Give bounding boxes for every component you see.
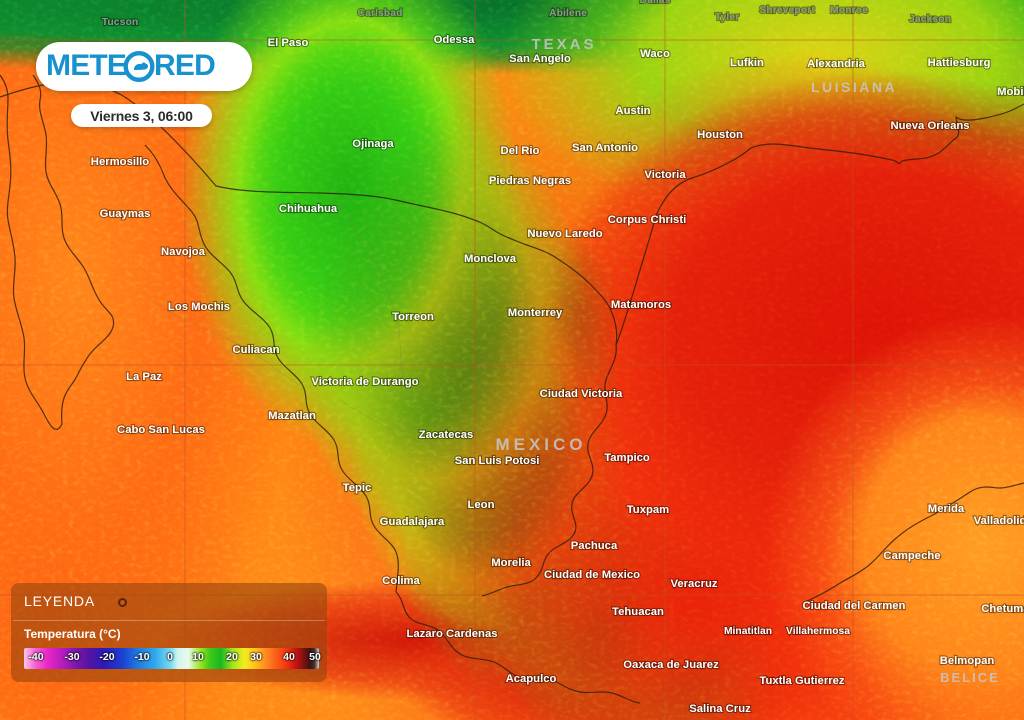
svg-text:Monclova: Monclova bbox=[464, 253, 517, 265]
svg-text:Tampico: Tampico bbox=[604, 452, 650, 464]
svg-text:Odessa: Odessa bbox=[434, 34, 476, 46]
svg-text:San Angelo: San Angelo bbox=[509, 53, 571, 65]
svg-text:Piedras Negras: Piedras Negras bbox=[489, 175, 571, 187]
svg-text:Ciudad Victoria: Ciudad Victoria bbox=[540, 388, 623, 400]
svg-text:Alexandria: Alexandria bbox=[807, 58, 865, 70]
svg-text:Carlsbad: Carlsbad bbox=[358, 7, 403, 19]
svg-text:Nueva Orleans: Nueva Orleans bbox=[890, 120, 969, 132]
svg-text:Shreveport: Shreveport bbox=[759, 4, 815, 16]
svg-text:Nuevo Laredo: Nuevo Laredo bbox=[527, 228, 602, 240]
svg-text:Corpus Christi: Corpus Christi bbox=[608, 214, 686, 226]
svg-text:Del Rio: Del Rio bbox=[501, 145, 540, 157]
svg-text:Villahermosa: Villahermosa bbox=[786, 626, 850, 637]
svg-text:Merida: Merida bbox=[928, 503, 965, 515]
svg-text:Tehuacan: Tehuacan bbox=[612, 606, 664, 618]
svg-text:Culiacan: Culiacan bbox=[232, 344, 279, 356]
svg-text:Tuxtla Gutierrez: Tuxtla Gutierrez bbox=[759, 675, 845, 687]
svg-text:Leon: Leon bbox=[468, 499, 495, 511]
svg-text:Monroe: Monroe bbox=[830, 4, 868, 16]
svg-text:Los Mochis: Los Mochis bbox=[168, 301, 230, 313]
svg-text:Cabo San Lucas: Cabo San Lucas bbox=[117, 424, 205, 436]
svg-text:Acapulco: Acapulco bbox=[506, 673, 557, 685]
svg-text:Guadalajara: Guadalajara bbox=[380, 516, 445, 528]
svg-text:Oaxaca de Juarez: Oaxaca de Juarez bbox=[623, 659, 719, 671]
svg-text:Monterrey: Monterrey bbox=[508, 307, 563, 319]
svg-text:Ciudad del Carmen: Ciudad del Carmen bbox=[803, 600, 906, 612]
svg-text:METE: METE bbox=[46, 51, 126, 82]
svg-text:Victoria de Durango: Victoria de Durango bbox=[311, 376, 418, 388]
svg-text:La Paz: La Paz bbox=[126, 371, 162, 383]
svg-text:Ciudad de Mexico: Ciudad de Mexico bbox=[544, 569, 640, 581]
svg-text:Dallas: Dallas bbox=[640, 0, 671, 6]
svg-text:Austin: Austin bbox=[615, 105, 650, 117]
svg-text:Veracruz: Veracruz bbox=[670, 578, 717, 590]
svg-text:TEXAS: TEXAS bbox=[531, 36, 596, 53]
svg-text:Hermosillo: Hermosillo bbox=[91, 156, 149, 168]
svg-text:Salina Cruz: Salina Cruz bbox=[689, 703, 751, 715]
svg-text:Tepic: Tepic bbox=[343, 482, 372, 494]
svg-text:MEXICO: MEXICO bbox=[495, 435, 586, 454]
svg-text:Torreon: Torreon bbox=[392, 311, 434, 323]
svg-text:Abilene: Abilene bbox=[549, 7, 587, 19]
svg-text:Belmopan: Belmopan bbox=[940, 655, 995, 667]
svg-text:Tuxpam: Tuxpam bbox=[627, 504, 669, 516]
svg-text:Matamoros: Matamoros bbox=[611, 299, 671, 311]
svg-text:Lazaro Cardenas: Lazaro Cardenas bbox=[406, 628, 497, 640]
svg-text:Tucson: Tucson bbox=[102, 16, 139, 28]
svg-text:Tyler: Tyler bbox=[715, 11, 739, 23]
svg-text:Lufkin: Lufkin bbox=[730, 57, 764, 69]
svg-text:Hattiesburg: Hattiesburg bbox=[928, 57, 991, 69]
svg-text:Ojinaga: Ojinaga bbox=[352, 138, 394, 150]
svg-text:Jackson: Jackson bbox=[909, 13, 951, 25]
svg-text:San Antonio: San Antonio bbox=[572, 142, 638, 154]
svg-text:Morelia: Morelia bbox=[491, 557, 531, 569]
svg-text:Pachuca: Pachuca bbox=[571, 540, 618, 552]
svg-text:Chihuahua: Chihuahua bbox=[279, 203, 338, 215]
svg-text:Houston: Houston bbox=[697, 129, 743, 141]
svg-text:LUISIANA: LUISIANA bbox=[811, 79, 897, 95]
svg-text:Victoria: Victoria bbox=[644, 169, 686, 181]
svg-text:Navojoa: Navojoa bbox=[161, 246, 206, 258]
svg-text:RED: RED bbox=[154, 51, 215, 82]
svg-text:Zacatecas: Zacatecas bbox=[419, 429, 474, 441]
svg-text:Colima: Colima bbox=[382, 575, 420, 587]
svg-text:Chetumal: Chetumal bbox=[981, 603, 1024, 615]
svg-text:San Luis Potosi: San Luis Potosi bbox=[455, 455, 540, 467]
svg-text:Waco: Waco bbox=[640, 48, 670, 60]
svg-text:El Paso: El Paso bbox=[268, 37, 309, 49]
svg-text:Mazatlan: Mazatlan bbox=[268, 410, 316, 422]
svg-text:Guaymas: Guaymas bbox=[100, 208, 151, 220]
svg-text:Campeche: Campeche bbox=[883, 550, 940, 562]
svg-text:Valladolid: Valladolid bbox=[974, 515, 1024, 527]
svg-text:Minatitlan: Minatitlan bbox=[724, 626, 772, 637]
svg-text:Mobile: Mobile bbox=[997, 86, 1024, 98]
svg-text:BELICE: BELICE bbox=[940, 670, 1000, 685]
